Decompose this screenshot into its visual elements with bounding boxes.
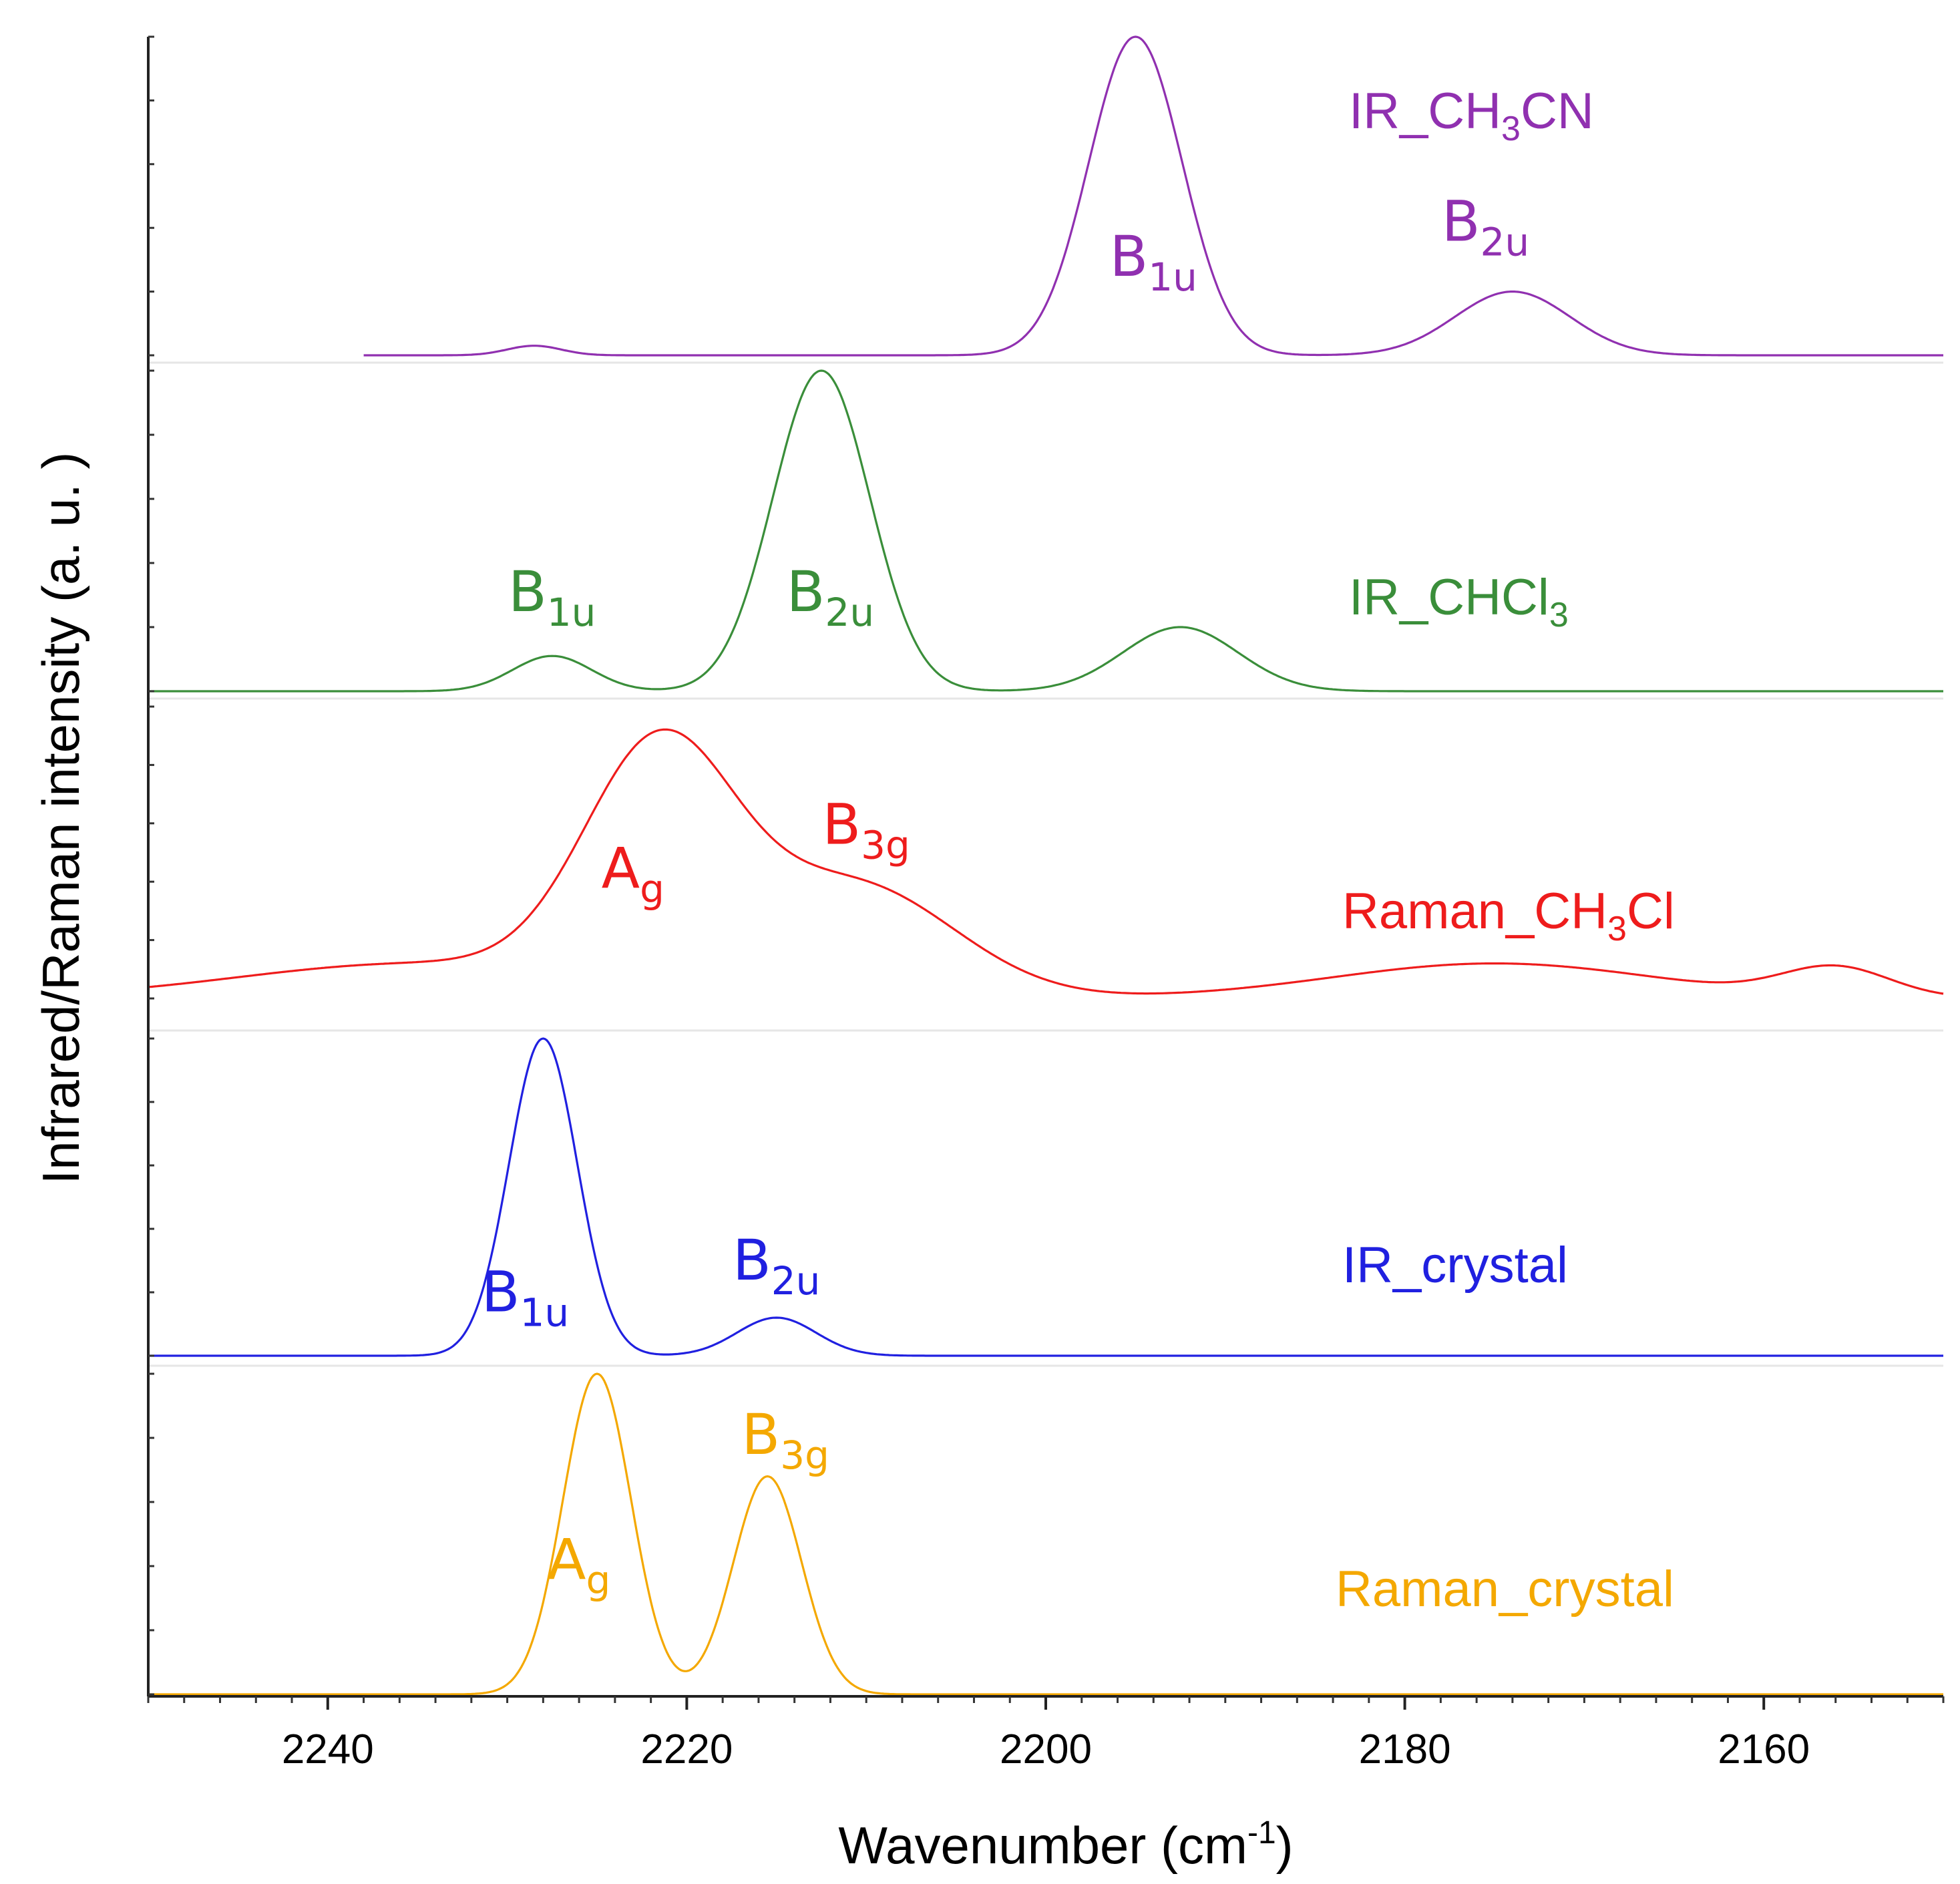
x-tick-label-2160: 2160 bbox=[1718, 1726, 1810, 1772]
series-line-IR_crystal bbox=[148, 1037, 1943, 1357]
traces-layer bbox=[148, 35, 1944, 1696]
trace-name-IR_CH3CN: IR_CH3CN bbox=[1349, 83, 1594, 148]
x-tick-label-2220: 2220 bbox=[640, 1726, 733, 1772]
peak-label-IR_crystal-1: B2u bbox=[733, 1228, 820, 1304]
series-line-Raman_crystal bbox=[148, 1372, 1943, 1696]
series-line-IR_CH3CN bbox=[363, 35, 1943, 357]
peak-label-IR_CH3CN-0: B1u bbox=[1110, 224, 1197, 300]
series-line-IR_CHCl3 bbox=[148, 369, 1943, 693]
trace-name-Raman_crystal: Raman_crystal bbox=[1336, 1561, 1674, 1618]
peak-label-Raman_crystal-1: B3g bbox=[742, 1402, 829, 1478]
peak-label-Raman_crystal-0: Ag bbox=[548, 1527, 610, 1603]
peak-label-Raman_CH3Cl-1: B3g bbox=[823, 791, 910, 868]
peak-label-Raman_CH3Cl-0: Ag bbox=[602, 835, 664, 912]
series-line-Raman_CH3Cl bbox=[148, 728, 1944, 995]
x-axis-title: Wavenumber (cm-1) bbox=[838, 1815, 1293, 1875]
trace-name-IR_CHCl3: IR_CHCl3 bbox=[1349, 569, 1569, 634]
peak-label-IR_CH3CN-1: B2u bbox=[1442, 188, 1529, 264]
x-tick-label-2180: 2180 bbox=[1359, 1726, 1451, 1772]
y-axis-title: Infrared/Raman intensity (a. u. ) bbox=[31, 452, 90, 1185]
peak-label-IR_crystal-0: B1u bbox=[481, 1260, 569, 1336]
x-tick-label-2240: 2240 bbox=[282, 1726, 374, 1772]
labels-layer: B1u B2u IR_CH3CN B1u B2u IR_CHCl3 Ag B3g Raman_C… bbox=[481, 83, 1675, 1618]
axes-layer: 2240 2220 2200 2180 2160 Wavenumber (cm-1) Inf… bbox=[31, 35, 1945, 1875]
trace-name-Raman_CH3Cl: Raman_CH3Cl bbox=[1342, 883, 1675, 948]
x-tick-label-2200: 2200 bbox=[1000, 1726, 1092, 1772]
trace-name-IR_crystal: IR_crystal bbox=[1342, 1237, 1568, 1294]
peak-label-IR_CHCl3-0: B1u bbox=[508, 559, 596, 635]
peak-label-IR_CHCl3-1: B2u bbox=[787, 559, 874, 635]
